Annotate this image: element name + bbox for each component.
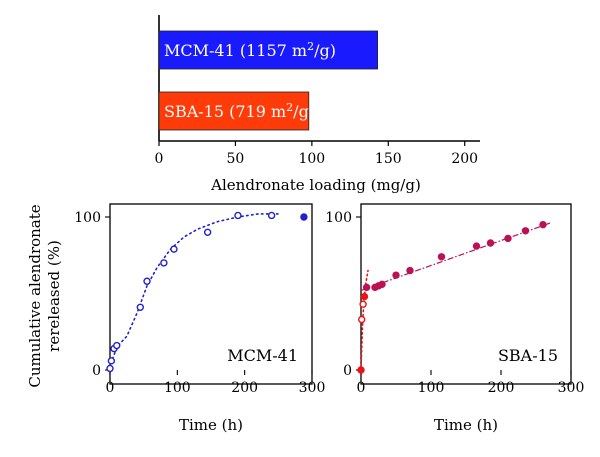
- mcm41-data-point: [113, 341, 121, 350]
- sba15-data-point: [539, 220, 547, 229]
- y-axis-label-line1: Cumulative alendronate: [26, 204, 44, 387]
- sba15-data-point: [359, 300, 367, 308]
- bar-label-unit: /g): [293, 102, 315, 121]
- mcm41-y-tick-label: 0: [92, 363, 101, 379]
- sba15-release-chart: 0 100 200 300 0 100 SBA-15 Time (h): [325, 203, 585, 434]
- bar-label-sba-15: SBA-15 (719 m2/g): [164, 101, 315, 121]
- mcm41-x-tick-label: 0: [106, 380, 115, 396]
- mcm41-release-chart: 0 100 200 300 0 100 MCM-41 Time (h) Cumulativ…: [26, 203, 326, 434]
- sba15-x-tick-label: 0: [357, 380, 366, 396]
- bar-x-axis-label: Alendronate loading (mg/g): [210, 176, 421, 194]
- sba15-x-tick-label: 200: [488, 380, 515, 396]
- mcm41-data-point: [267, 211, 276, 220]
- sba15-data-point: [521, 227, 530, 235]
- mcm41-x-tick-label: 300: [299, 380, 326, 396]
- mcm41-data-point: [143, 277, 151, 285]
- mcm41-y-tick-label: 100: [74, 210, 101, 226]
- bar-label-text: MCM-41 (1157 m: [164, 41, 307, 60]
- sba15-y-tick-label: 100: [325, 210, 352, 226]
- bar-x-tick-label: 200: [451, 151, 478, 167]
- sba15-data-point: [437, 253, 446, 261]
- mcm41-data-point: [136, 303, 145, 311]
- mcm41-data-point: [160, 259, 168, 267]
- sba15-data-point: [378, 280, 386, 289]
- bar-mcm-41: [158, 30, 378, 70]
- y-axis-label-line2: rereleased (%): [45, 240, 63, 352]
- mcm41-data-point: [203, 228, 212, 237]
- bar-x-tick-label: 100: [298, 151, 325, 167]
- sba15-data-point: [362, 283, 371, 292]
- sba15-plot-frame: [360, 203, 572, 385]
- sba15-data-point: [392, 271, 400, 279]
- bar-x-tick-label: 0: [155, 151, 164, 167]
- mcm41-data-point: [107, 357, 116, 365]
- mcm41-data-point: [234, 211, 242, 220]
- bar-x-tick-label: 150: [375, 151, 402, 167]
- mcm41-data-point: [300, 213, 308, 221]
- bar-label-superscript: 2: [307, 40, 314, 53]
- loading-bar-chart: MCM-41 (1157 m2/g)SBA-15 (719 m2/g) 0 50 1…: [155, 15, 480, 194]
- mcm41-plot-frame: [109, 203, 313, 385]
- bar-label-text: SBA-15 (719 m: [164, 102, 286, 121]
- sba15-y-tick-label: 0: [343, 363, 352, 379]
- sba15-data-point: [504, 234, 512, 243]
- sba15-panel-label: SBA-15: [498, 346, 558, 365]
- sba15-x-axis-label: Time (h): [434, 416, 498, 434]
- bar-label-superscript: 2: [286, 101, 293, 114]
- sba15-data-point: [358, 315, 366, 324]
- sba15-data-point: [472, 242, 481, 250]
- sba15-data-point: [406, 266, 414, 275]
- mcm41-data-point: [106, 364, 114, 373]
- bar-label-mcm-41: MCM-41 (1157 m2/g): [164, 40, 336, 60]
- bar-sba-15: [158, 91, 310, 131]
- sba15-data-point: [360, 292, 369, 301]
- bar-x-tick-label: 50: [227, 151, 245, 167]
- sba15-data-point: [486, 239, 495, 247]
- mcm41-panel-label: MCM-41: [227, 346, 298, 365]
- mcm41-data-point: [170, 245, 178, 253]
- bar-label-unit: /g): [314, 41, 336, 60]
- sba15-linear-fit: [360, 222, 551, 291]
- sba15-x-tick-label: 100: [418, 380, 445, 396]
- mcm41-x-tick-label: 200: [231, 380, 258, 396]
- sba15-data-point: [357, 366, 365, 374]
- sba15-x-tick-label: 300: [558, 380, 585, 396]
- mcm41-x-axis-label: Time (h): [179, 416, 243, 434]
- mcm41-x-tick-label: 100: [164, 380, 191, 396]
